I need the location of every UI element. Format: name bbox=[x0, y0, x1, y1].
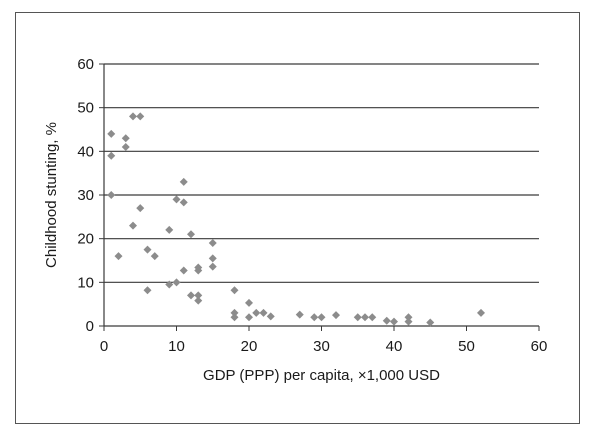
data-point bbox=[252, 308, 261, 317]
data-point bbox=[390, 317, 398, 326]
data-point bbox=[208, 254, 217, 263]
x-tick-label: 40 bbox=[386, 338, 403, 355]
data-point bbox=[187, 291, 195, 300]
x-tick-label: 50 bbox=[458, 338, 475, 355]
data-point bbox=[150, 252, 159, 261]
tick-labels: 0 10 20 30 40 50 60 0 10 20 30 40 50 60 bbox=[77, 56, 547, 355]
y-tick-label: 50 bbox=[77, 100, 94, 117]
data-point bbox=[179, 266, 188, 275]
data-point bbox=[107, 129, 116, 138]
data-point bbox=[404, 313, 413, 322]
data-point bbox=[259, 308, 268, 317]
y-tick-label: 20 bbox=[77, 231, 94, 248]
y-tick-label: 0 bbox=[86, 318, 94, 335]
data-point bbox=[172, 278, 181, 287]
data-point bbox=[310, 313, 319, 322]
y-tick-label: 40 bbox=[77, 143, 94, 160]
data-point bbox=[143, 245, 152, 254]
x-tick-label: 20 bbox=[241, 338, 258, 355]
data-point bbox=[179, 198, 188, 207]
data-point bbox=[121, 134, 130, 143]
data-point bbox=[295, 310, 304, 319]
data-point bbox=[194, 266, 203, 275]
x-tick-label: 10 bbox=[168, 338, 185, 355]
data-point bbox=[230, 313, 239, 322]
data-point bbox=[114, 252, 123, 261]
data-point bbox=[194, 296, 203, 305]
y-tick-label: 10 bbox=[77, 274, 94, 291]
data-point bbox=[129, 112, 137, 121]
data-point bbox=[107, 191, 116, 199]
data-point bbox=[332, 311, 340, 320]
data-point bbox=[129, 221, 137, 230]
data-point bbox=[208, 262, 217, 271]
data-point bbox=[143, 286, 152, 295]
data-point bbox=[368, 313, 377, 322]
x-tick-label: 30 bbox=[313, 338, 330, 355]
data-point bbox=[165, 225, 174, 234]
data-point bbox=[187, 230, 195, 239]
data-point bbox=[107, 151, 116, 160]
data-point bbox=[477, 308, 485, 317]
x-tick-label: 0 bbox=[100, 338, 108, 355]
data-point bbox=[230, 308, 239, 317]
gridlines bbox=[104, 63, 539, 283]
data-point bbox=[266, 312, 275, 321]
data-point bbox=[404, 317, 413, 326]
data-point bbox=[426, 318, 435, 327]
x-axis-label: GDP (PPP) per capita, ×1,000 USD bbox=[203, 367, 440, 384]
data-point bbox=[172, 195, 181, 204]
data-point bbox=[317, 313, 326, 322]
data-point bbox=[230, 286, 239, 295]
x-tick-label: 60 bbox=[531, 338, 548, 355]
data-point bbox=[194, 291, 203, 300]
figure-frame bbox=[15, 12, 580, 424]
data-point bbox=[361, 313, 369, 322]
y-tick-label: 60 bbox=[77, 56, 94, 73]
data-point bbox=[121, 142, 130, 151]
y-tick-label: 30 bbox=[77, 187, 94, 204]
axes bbox=[99, 63, 540, 331]
data-point bbox=[179, 177, 188, 186]
data-point bbox=[208, 239, 217, 248]
y-axis-label: Childhood stunting, % bbox=[43, 122, 60, 268]
data-point bbox=[245, 313, 253, 322]
data-point bbox=[245, 298, 253, 307]
data-point bbox=[165, 280, 174, 289]
data-point bbox=[136, 204, 145, 213]
data-points bbox=[107, 112, 485, 327]
data-point bbox=[136, 112, 145, 121]
data-point bbox=[353, 313, 362, 322]
data-point bbox=[382, 316, 391, 325]
